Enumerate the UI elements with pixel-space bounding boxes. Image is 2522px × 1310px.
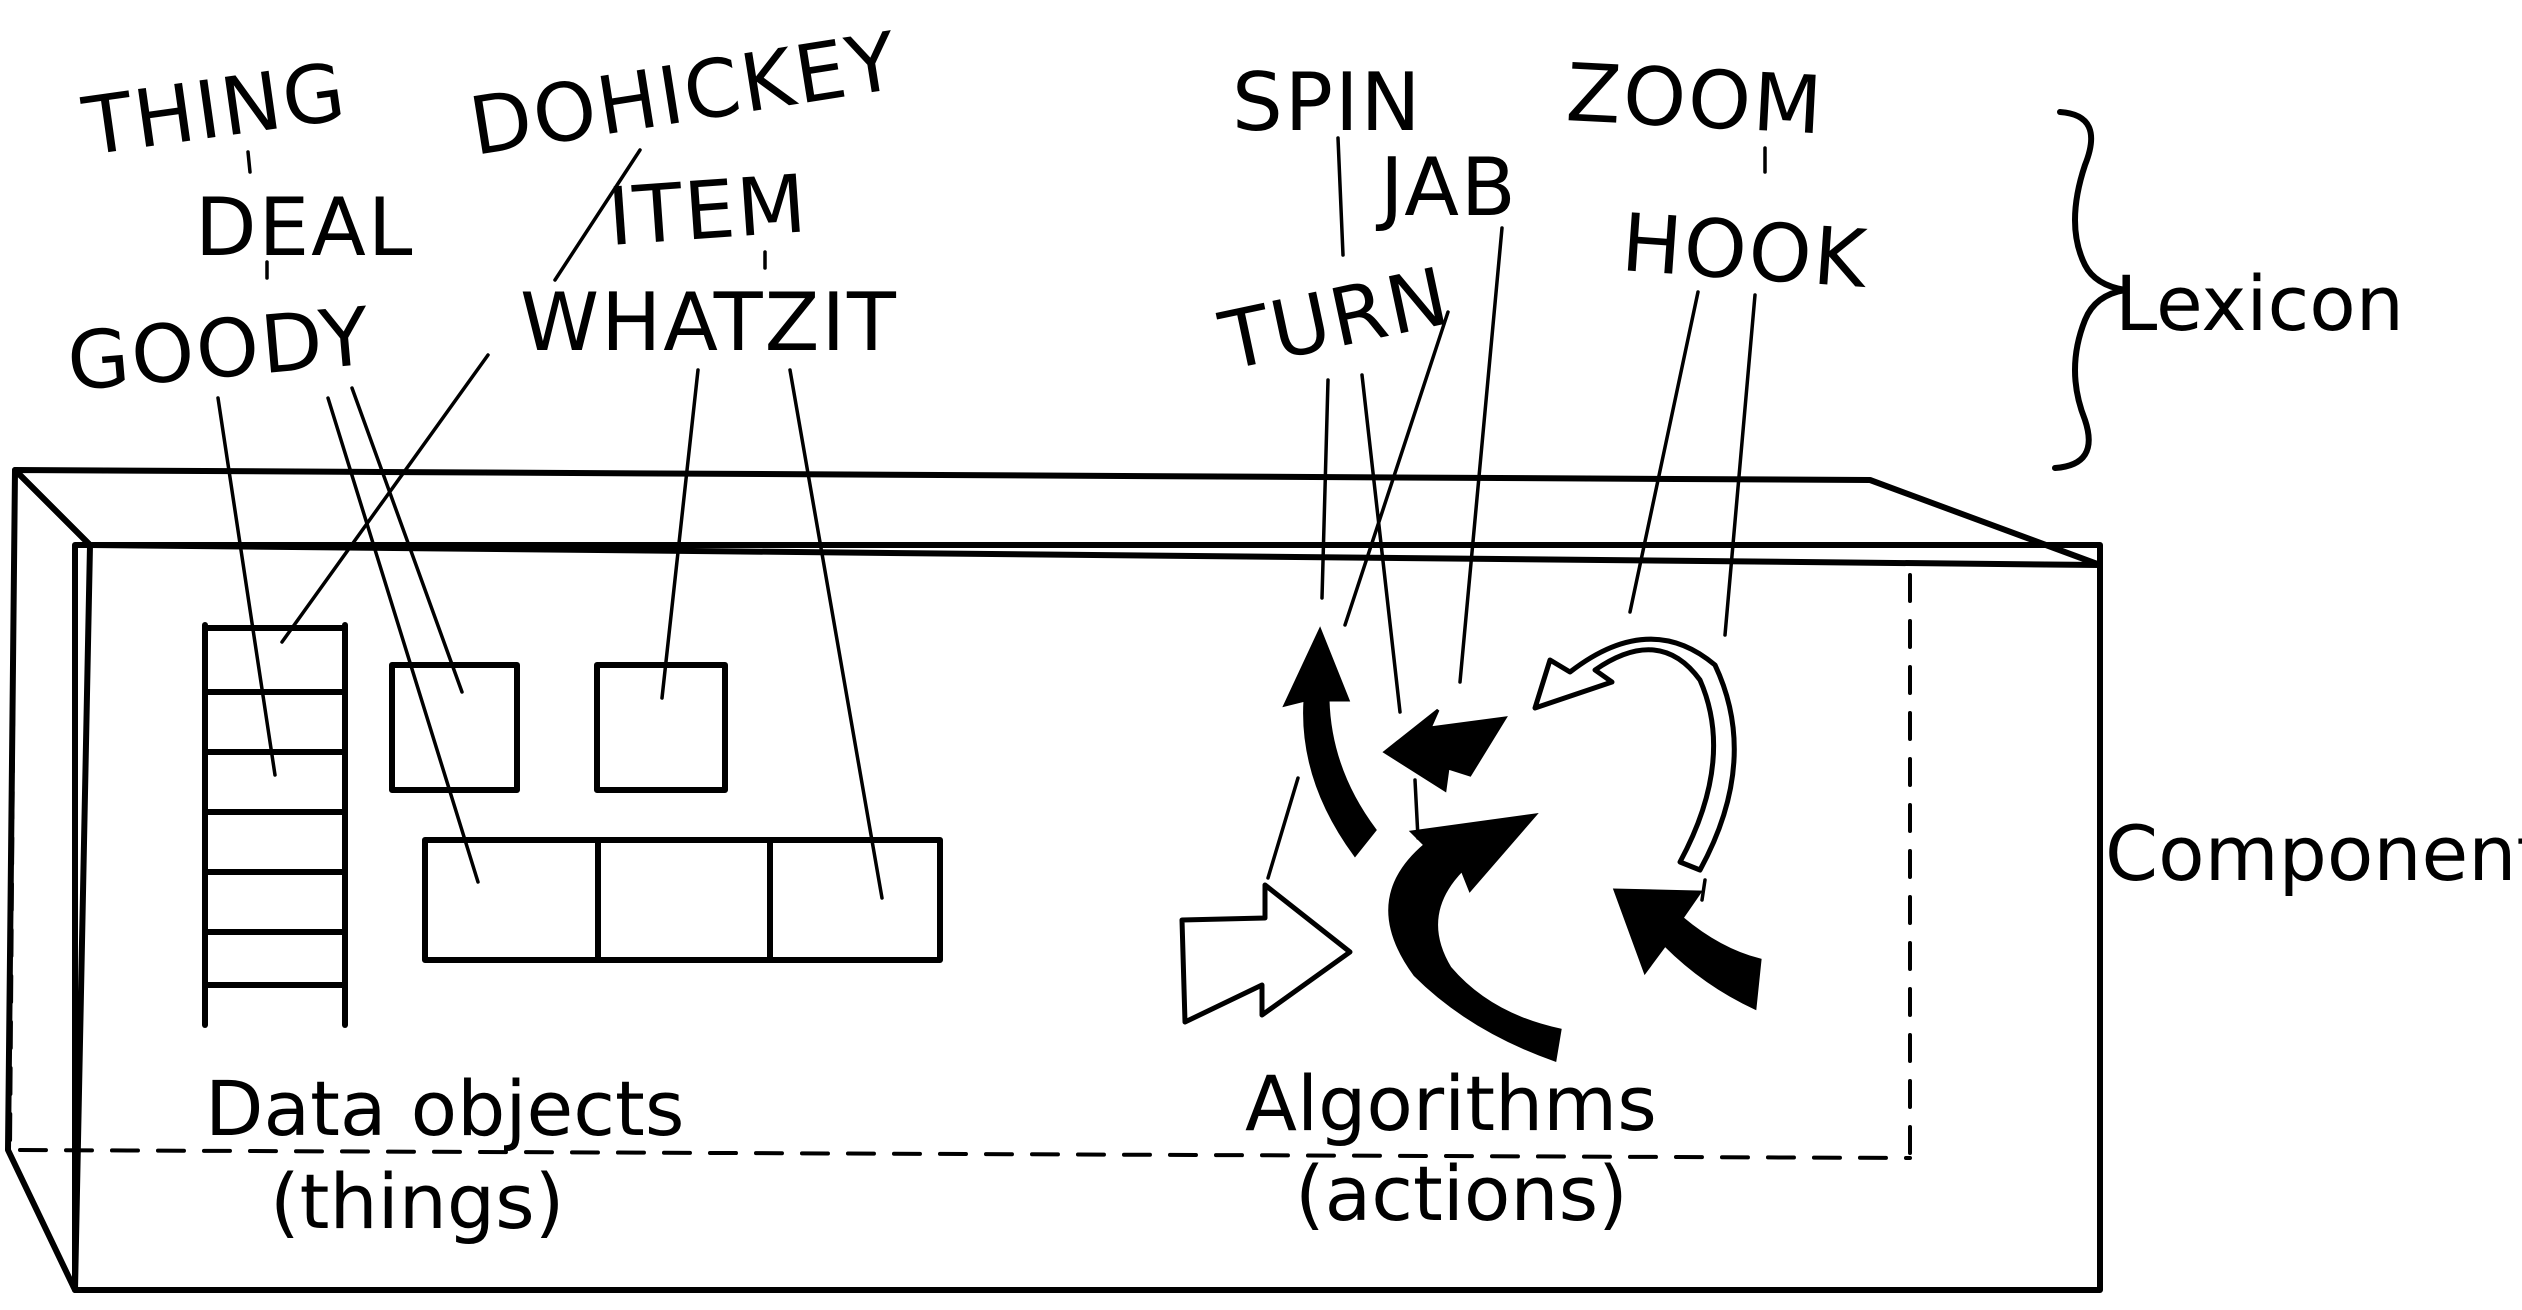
- word-zoom: ZOOM: [1564, 46, 1826, 152]
- array-structure: [202, 622, 348, 1028]
- algorithm-arrows: [1179, 626, 1762, 1063]
- thing-connectors: [216, 148, 884, 900]
- word-deal: DEAL: [195, 181, 414, 274]
- algorithms-title: Algorithms: [1245, 1059, 1657, 1148]
- algorithms-subtitle: (actions): [1295, 1149, 1628, 1238]
- record-structure: [422, 837, 943, 963]
- action-connectors: [1266, 136, 1767, 902]
- data-object-shapes: [202, 622, 943, 1028]
- word-jab: JAB: [1375, 141, 1518, 234]
- single-object-b: [594, 662, 728, 793]
- curved-arrow-icon: [1612, 888, 1762, 1011]
- word-hook: HOOK: [1619, 196, 1872, 306]
- lexicon-label: Lexicon: [2115, 259, 2404, 348]
- word-whatzit: WHATZIT: [520, 276, 898, 369]
- word-dohickey: DOHICKEY: [463, 14, 904, 173]
- open-arrow-icon: [1532, 636, 1737, 873]
- word-goody: GOODY: [64, 290, 375, 409]
- curly-brace-icon: [2052, 109, 2128, 471]
- action-words: SPIN ZOOM JAB HOOK TURN: [1212, 46, 1872, 389]
- word-thing: THING: [77, 45, 353, 174]
- word-item: ITEM: [605, 157, 811, 264]
- single-object-a: [389, 662, 520, 793]
- thing-words: THING DOHICKEY DEAL ITEM GOODY WHATZIT: [64, 14, 905, 409]
- data-objects-subtitle: (things): [270, 1157, 564, 1246]
- component-label: Component: [2105, 809, 2522, 898]
- component-box: [5, 467, 2103, 1293]
- data-objects-title: Data objects: [205, 1064, 684, 1153]
- block-arrow-icon: [1382, 708, 1508, 793]
- word-turn: TURN: [1212, 250, 1458, 389]
- open-arrow-icon: [1179, 882, 1353, 1025]
- curved-arrow-icon: [1388, 812, 1562, 1063]
- curved-arrow-icon: [1282, 626, 1377, 858]
- word-spin: SPIN: [1232, 56, 1422, 149]
